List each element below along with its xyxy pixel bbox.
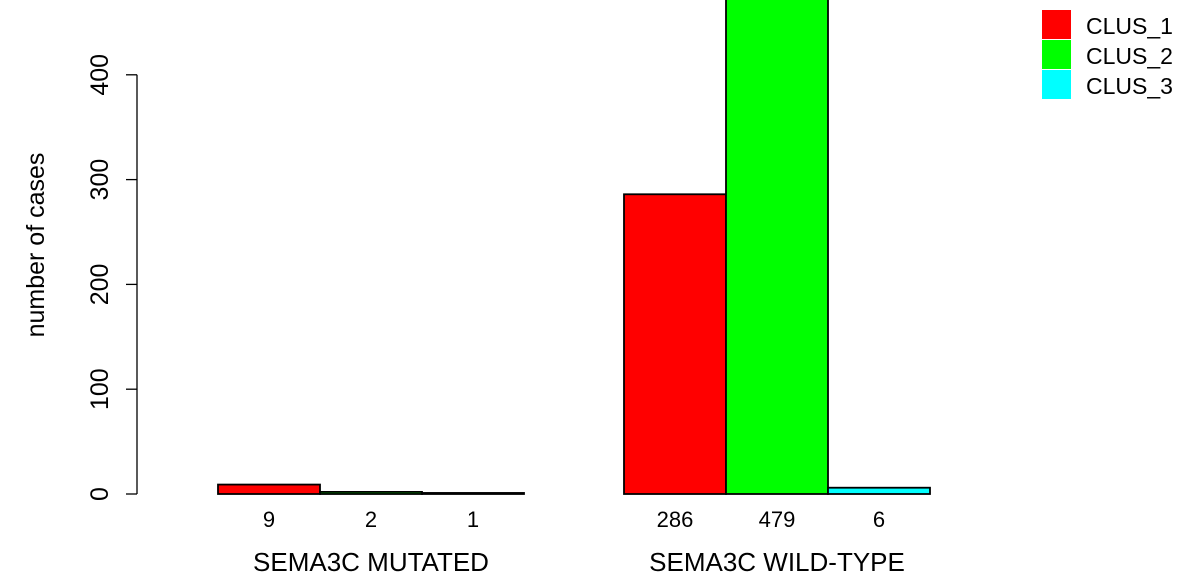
y-tick-label: 200 (86, 264, 114, 306)
bar-clus-1-2 (623, 193, 727, 495)
y-tick-label: 300 (86, 159, 114, 201)
bar-value-label: 2 (365, 507, 377, 532)
legend-label: CLUS_1 (1086, 13, 1173, 39)
legend-label: CLUS_2 (1086, 43, 1173, 69)
y-tick-label: 400 (86, 54, 114, 96)
y-axis-label: number of cases (22, 153, 50, 338)
bar-value-label: 479 (759, 507, 796, 532)
group-labels: SEMA3C MUTATED SEMA3C WILD-TYPE (253, 547, 905, 577)
bars (217, 0, 931, 495)
bar-value-label: 286 (657, 507, 694, 532)
y-tick-label: 100 (86, 368, 114, 410)
y-axis: 0 100 200 300 400 (86, 54, 138, 501)
y-tick-label: 0 (86, 487, 114, 501)
value-labels: 9 2 1 286 479 6 (263, 507, 885, 532)
group-label: SEMA3C WILD-TYPE (649, 547, 905, 577)
bar-value-label: 9 (263, 507, 275, 532)
bar-clus-2-2 (725, 0, 829, 495)
legend-swatch (1042, 10, 1071, 39)
group-label: SEMA3C MUTATED (253, 547, 489, 577)
bar-clus-1-1 (217, 483, 321, 495)
bar-value-label: 6 (873, 507, 885, 532)
legend-swatch (1042, 70, 1071, 99)
bar-value-label: 1 (467, 507, 479, 532)
legend-label: CLUS_3 (1086, 73, 1173, 99)
legend: CLUS_1 CLUS_2 CLUS_3 (1042, 10, 1173, 99)
legend-swatch (1042, 40, 1071, 69)
bar-clus-3-1 (421, 492, 525, 495)
bar-clus-2-1 (319, 491, 423, 495)
bar-clus-3-2 (827, 486, 931, 495)
